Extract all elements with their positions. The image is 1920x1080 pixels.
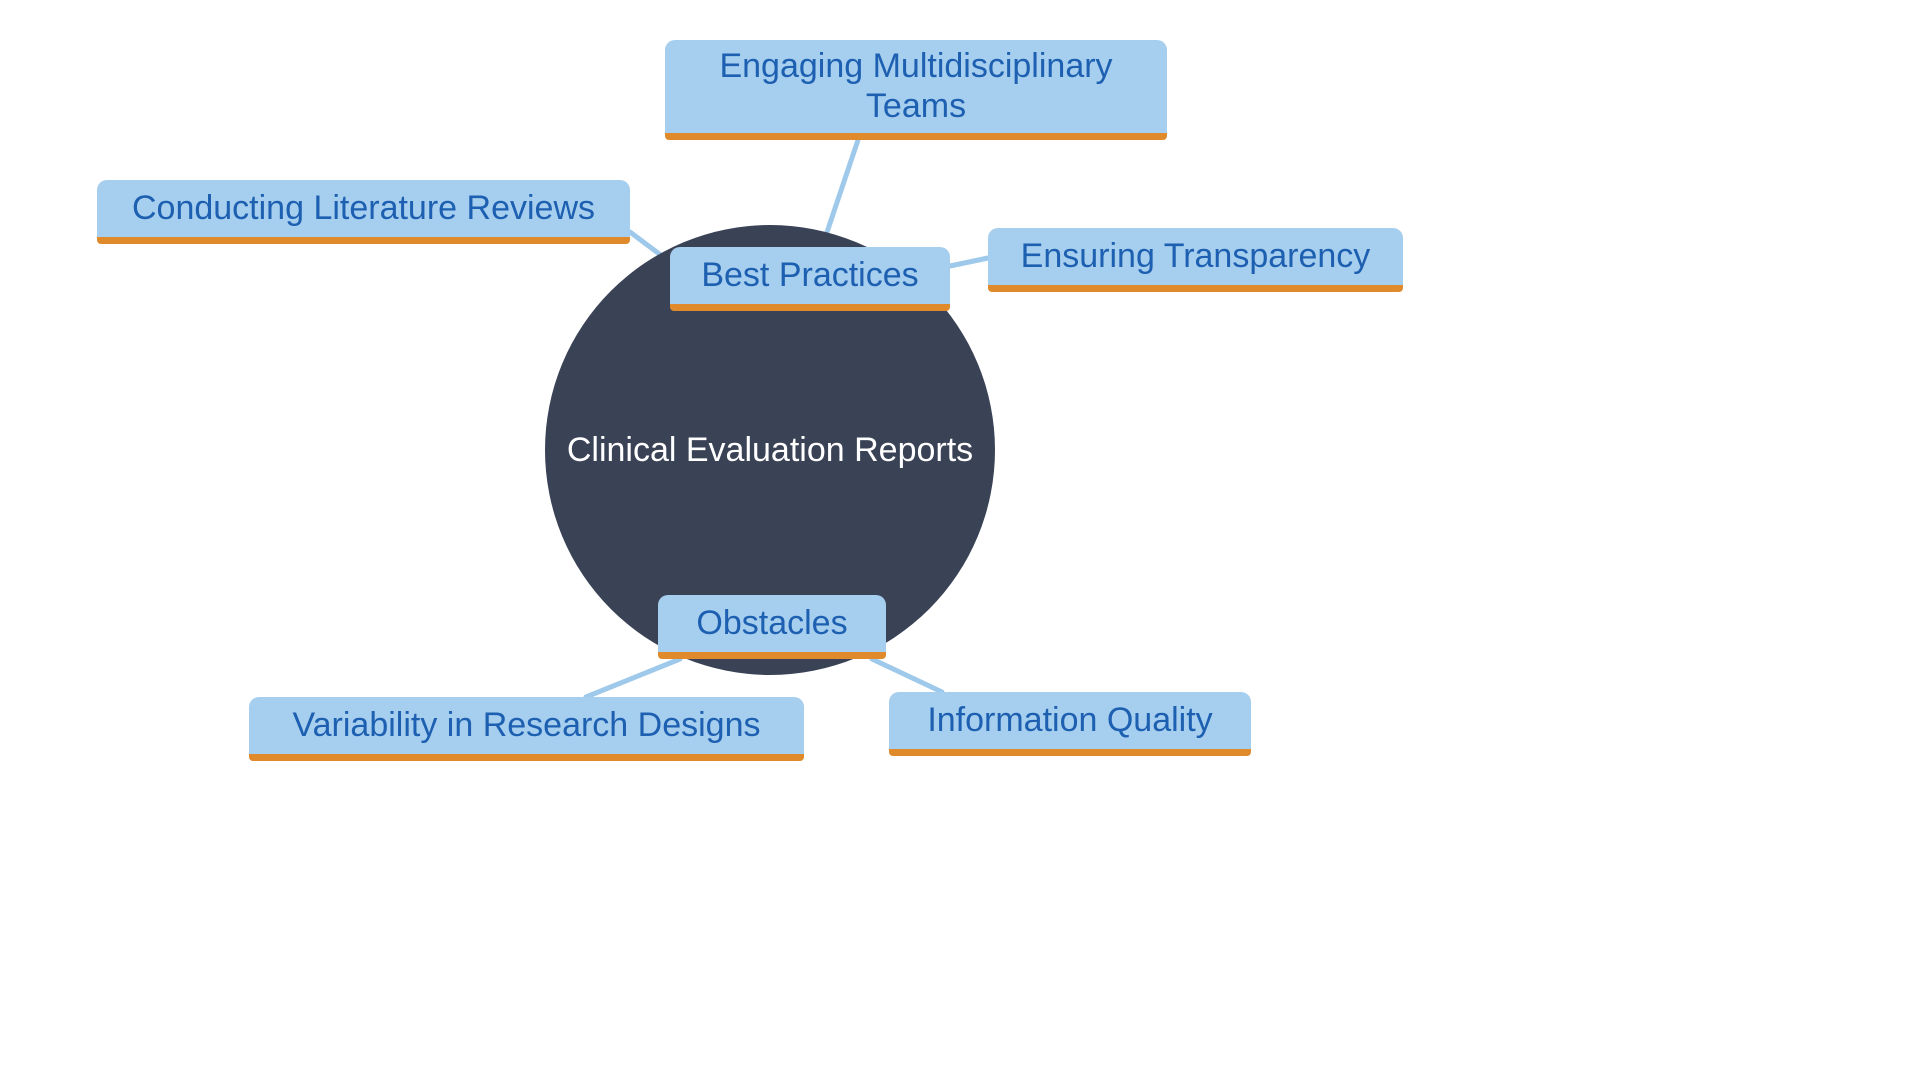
node-obstacles: Obstacles — [658, 595, 886, 659]
node-label: Conducting Literature Reviews — [132, 189, 595, 228]
node-conducting-literature-reviews: Conducting Literature Reviews — [97, 180, 630, 244]
node-label: Engaging Multidisciplinary Teams — [689, 47, 1143, 125]
node-engaging-multidisciplinary-teams: Engaging Multidisciplinary Teams — [665, 40, 1167, 140]
node-information-quality: Information Quality — [889, 692, 1251, 756]
center-label: Clinical Evaluation Reports — [567, 430, 973, 471]
node-variability-in-research-designs: Variability in Research Designs — [249, 697, 804, 761]
node-label: Variability in Research Designs — [292, 706, 760, 745]
node-label: Best Practices — [701, 256, 918, 295]
node-label: Obstacles — [696, 604, 847, 643]
node-label: Ensuring Transparency — [1021, 237, 1371, 276]
node-label: Information Quality — [927, 701, 1212, 740]
node-best-practices: Best Practices — [670, 247, 950, 311]
mindmap-stage: Clinical Evaluation Reports Best Practic… — [0, 0, 1920, 1080]
node-ensuring-transparency: Ensuring Transparency — [988, 228, 1403, 292]
